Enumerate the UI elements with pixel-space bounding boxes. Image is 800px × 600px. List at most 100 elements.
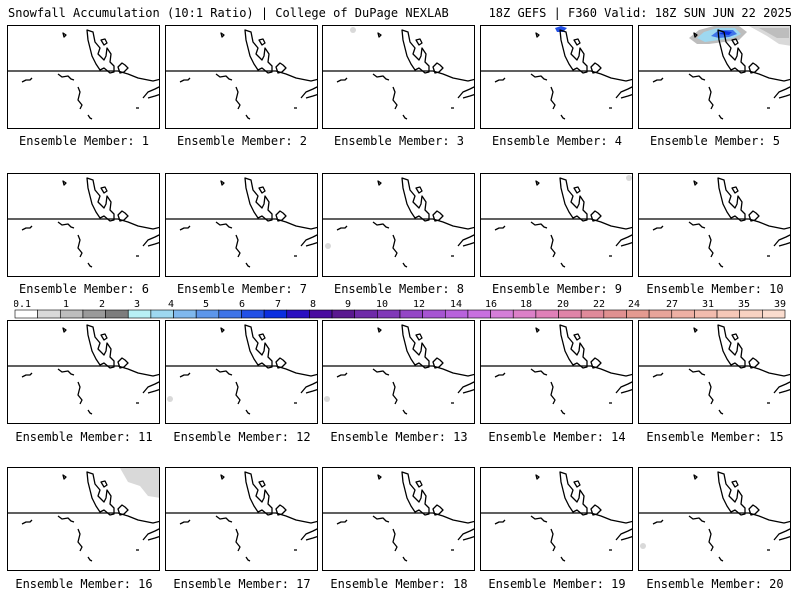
colorbar-label: 31: [702, 299, 714, 310]
coastline: [718, 409, 724, 415]
coastline: [86, 324, 115, 369]
coastline: [305, 388, 317, 394]
coastline: [235, 234, 241, 258]
ensemble-panel: [7, 173, 160, 277]
coastline: [220, 180, 225, 186]
snowfall-shading: [324, 396, 330, 402]
coastline: [179, 77, 191, 83]
coastline: [415, 38, 423, 46]
coastline: [147, 241, 159, 247]
coastline: [336, 372, 348, 378]
colorbar-swatch: [150, 309, 174, 319]
coastline: [377, 327, 382, 333]
colorbar-swatch: [377, 309, 401, 319]
coastline: [244, 177, 273, 222]
member-label: Ensemble Member: 9: [491, 282, 623, 296]
colorbar-swatch: [127, 309, 152, 319]
colorbar-swatch: [490, 309, 514, 319]
colorbar-label: 3: [134, 299, 140, 310]
coastline: [300, 234, 317, 247]
coastline: [717, 324, 746, 369]
member-label: Ensemble Member: 1: [18, 134, 150, 148]
coastline: [415, 480, 423, 488]
colorbar-swatch: [694, 309, 718, 319]
map-title: Snowfall Accumulation (10:1 Ratio) | Col…: [8, 6, 449, 20]
coastline: [731, 186, 739, 194]
coastline: [258, 186, 266, 194]
coastline: [620, 388, 632, 394]
coastline: [377, 180, 382, 186]
coastline: [717, 29, 746, 74]
coastline: [87, 556, 93, 562]
coastline: [57, 73, 75, 81]
member-map: [166, 29, 317, 120]
member-label: Ensemble Member: 12: [173, 430, 311, 444]
coastline: [323, 512, 474, 524]
coastline: [494, 372, 506, 378]
member-map: [8, 29, 159, 120]
member-map: [481, 26, 632, 120]
coastline: [718, 262, 724, 268]
colorbar-label: 24: [628, 299, 640, 310]
coastline: [402, 556, 408, 562]
coastline: [535, 474, 540, 480]
coastline: [142, 528, 159, 541]
coastline: [590, 357, 602, 369]
coastline: [275, 210, 287, 222]
member-map: [8, 324, 159, 415]
coastline: [377, 32, 382, 38]
ensemble-panel: [322, 467, 475, 571]
colorbar-label: 12: [413, 299, 425, 310]
coastline: [147, 535, 159, 541]
coastline: [245, 409, 251, 415]
coastline: [432, 210, 444, 222]
coastline: [275, 62, 287, 74]
coastline: [778, 241, 790, 247]
coastline: [462, 93, 474, 99]
coastline: [652, 372, 664, 378]
coastline: [21, 225, 33, 231]
coastline: [392, 528, 398, 552]
colorbar-label: 7: [275, 299, 281, 310]
coastline: [773, 381, 790, 394]
coastline: [117, 62, 129, 74]
coastline: [147, 93, 159, 99]
coastline: [693, 327, 698, 333]
ensemble-panel: [7, 320, 160, 424]
coastline: [100, 186, 108, 194]
member-map: [481, 471, 632, 562]
coastline: [402, 409, 408, 415]
coastline: [323, 218, 474, 230]
coastline: [401, 324, 430, 369]
colorbar-label: 1: [63, 299, 69, 310]
coastline: [620, 535, 632, 541]
coastline: [708, 86, 714, 110]
coastline: [639, 70, 790, 82]
colorbar-swatch: [558, 309, 582, 319]
member-label: Ensemble Member: 16: [15, 577, 153, 591]
colorbar-swatch: [82, 309, 106, 319]
ensemble-panel: [638, 467, 791, 571]
coastline: [457, 86, 474, 99]
colorbar-label: 22: [593, 299, 605, 310]
colorbar-swatch: [626, 309, 650, 319]
coastline: [100, 480, 108, 488]
coastline: [179, 519, 191, 525]
coastline: [77, 528, 83, 552]
coastline: [731, 333, 739, 341]
coastline: [392, 381, 398, 405]
coastline: [462, 241, 474, 247]
colorbar-swatch: [444, 309, 469, 319]
coastline: [179, 225, 191, 231]
colorbar-swatch: [399, 309, 423, 319]
coastline: [708, 381, 714, 405]
colorbar-swatch: [59, 309, 84, 319]
coastline: [8, 512, 159, 524]
coastline: [86, 471, 115, 516]
snowfall-shading: [640, 543, 646, 549]
colorbar-label: 0.1: [14, 299, 31, 310]
coastline: [117, 210, 129, 222]
ensemble-panel: [638, 25, 791, 129]
coastline: [8, 218, 159, 230]
coastline: [494, 519, 506, 525]
